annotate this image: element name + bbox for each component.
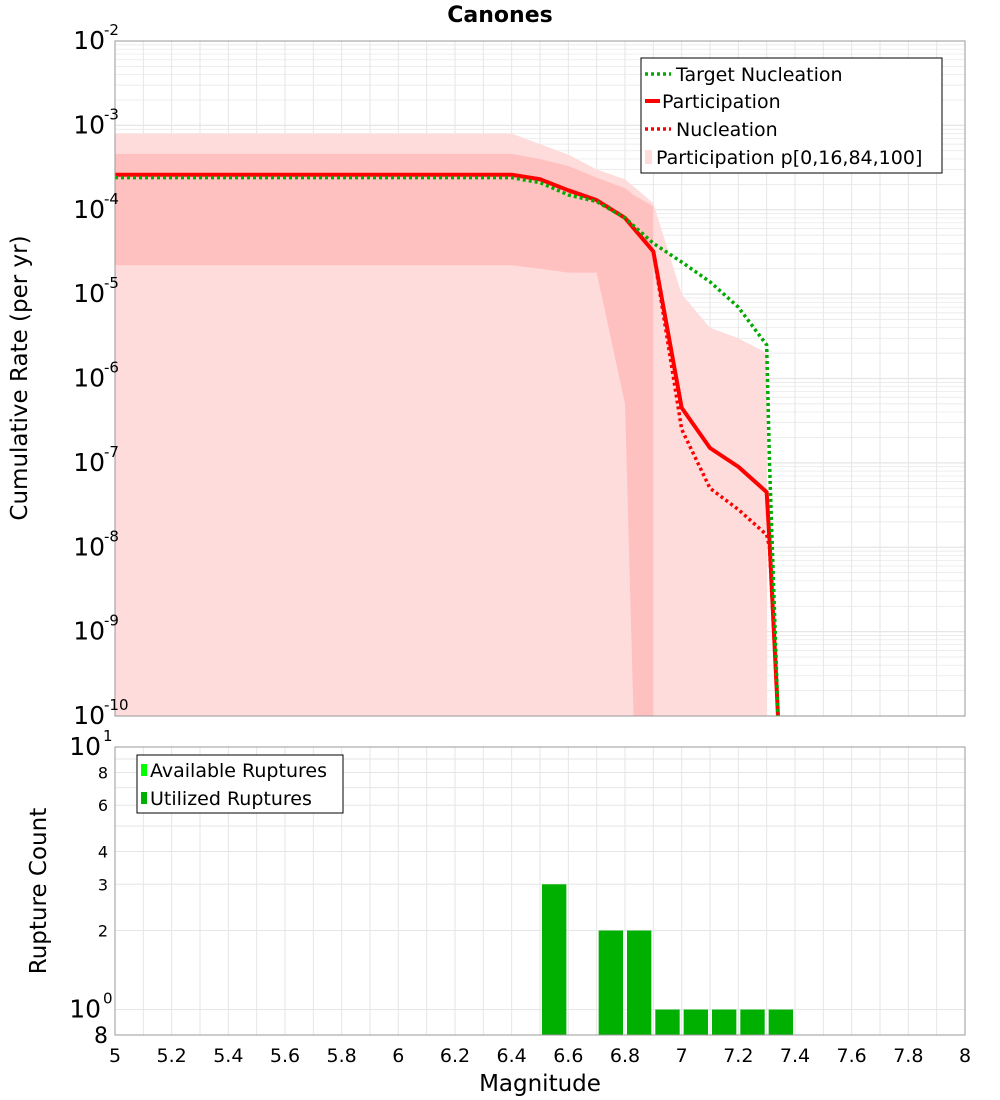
- y-tick-exp: -10: [104, 696, 129, 714]
- count-bar: [683, 1009, 709, 1035]
- y-tick-base: 10: [73, 110, 105, 139]
- rate-plot-frame: [114, 40, 966, 717]
- legend-label: Participation: [662, 91, 781, 113]
- rate-y-axis-label: Cumulative Rate (per yr): [7, 235, 33, 520]
- legend-swatch-available: [141, 764, 147, 776]
- count-y-tick-label: 2: [98, 922, 108, 941]
- count-plot-frame: [114, 746, 966, 1036]
- y-tick-label: 10 -8: [73, 527, 119, 561]
- x-tick-label: 5.4: [213, 1045, 243, 1067]
- rate-legend: Target Nucleation Participation Nucleation…: [640, 57, 943, 174]
- legend-item: Utilized Ruptures: [141, 788, 312, 810]
- x-tick-label: 6.4: [497, 1045, 527, 1067]
- count-y-tick-label: 3: [98, 875, 108, 894]
- y-tick-label: 10 -5: [73, 274, 119, 308]
- x-tick-label: 5.8: [327, 1045, 357, 1067]
- x-tick-label: 7.4: [780, 1045, 810, 1067]
- y-tick-base: 10: [73, 279, 105, 308]
- legend-label: Participation p[0,16,84,100]: [656, 147, 922, 169]
- x-tick-label: 5.2: [157, 1045, 187, 1067]
- x-tick-label: 5.6: [270, 1045, 300, 1067]
- legend-label: Nucleation: [676, 119, 778, 141]
- count-y-tick-label: 4: [98, 842, 108, 861]
- legend-item: Participation p[0,16,84,100]: [645, 147, 922, 169]
- y-tick-label: 10 -9: [73, 612, 119, 646]
- count-y-decade-base: 10: [69, 995, 101, 1024]
- count-bar: [626, 930, 652, 1035]
- y-tick-exp: -2: [104, 21, 119, 39]
- y-tick-exp: -4: [104, 190, 119, 208]
- y-tick-base: 10: [73, 532, 105, 561]
- x-tick-label: 5: [109, 1045, 121, 1067]
- x-axis-label: Magnitude: [479, 1071, 601, 1097]
- count-y-decade-label: 10 0: [69, 990, 112, 1024]
- x-tick-label: 7.8: [893, 1045, 923, 1067]
- count-bar: [768, 1009, 794, 1035]
- count-y-decade-label: 10 1: [69, 727, 112, 761]
- legend-swatch-band: [645, 150, 652, 164]
- count-y-decade-exp: 0: [103, 990, 113, 1008]
- series-line-nucleation: [115, 172, 780, 717]
- series-line-participation: [115, 172, 780, 717]
- y-tick-exp: -9: [104, 612, 119, 630]
- x-tick-label: 7.6: [837, 1045, 867, 1067]
- y-tick-label: 10 -4: [73, 190, 119, 224]
- x-tick-label: 6: [392, 1045, 404, 1067]
- y-tick-exp: -7: [104, 443, 119, 461]
- count-y-decade-exp: 1: [103, 727, 113, 745]
- count-y-tick-label: 8: [98, 763, 108, 782]
- y-tick-base: 10: [73, 448, 105, 477]
- y-tick-base: 10: [73, 701, 105, 730]
- percentile-band-1: [115, 153, 654, 716]
- count-legend-box: [136, 754, 344, 814]
- x-tick-label: 6.2: [440, 1045, 470, 1067]
- legend-item: Available Ruptures: [141, 760, 327, 782]
- count-y-tick-label: 6: [98, 796, 108, 815]
- legend-swatch-utilized: [141, 792, 147, 804]
- legend-item: Participation: [645, 91, 781, 113]
- count-bar: [655, 1009, 680, 1035]
- y-tick-label: 10 -7: [73, 443, 119, 477]
- count-bar: [740, 1009, 765, 1035]
- y-tick-exp: -3: [104, 105, 119, 123]
- y-tick-base: 10: [73, 26, 105, 55]
- rate-legend-box: [640, 57, 943, 174]
- count-legend: Available Ruptures Utilized Ruptures: [136, 754, 344, 814]
- y-tick-label: 10 -3: [73, 105, 119, 139]
- y-tick-exp: -6: [104, 359, 119, 377]
- y-tick-base: 10: [73, 364, 105, 393]
- y-tick-base: 10: [73, 617, 105, 646]
- count-y-axis-label: Rupture Count: [26, 808, 52, 974]
- y-tick-exp: -8: [104, 527, 119, 545]
- x-tick-label: 6.8: [610, 1045, 640, 1067]
- legend-item: Nucleation: [645, 119, 778, 141]
- y-tick-base: 10: [73, 195, 105, 224]
- y-tick-label: 10 -2: [73, 21, 119, 55]
- x-tick-label: 7.2: [723, 1045, 753, 1067]
- count-y-decade-base: 10: [69, 732, 101, 761]
- legend-label: Utilized Ruptures: [150, 788, 312, 810]
- count-bars: [541, 884, 794, 1035]
- x-tick-label: 6.6: [553, 1045, 583, 1067]
- legend-label: Target Nucleation: [675, 64, 843, 86]
- legend-label: Available Ruptures: [150, 760, 327, 782]
- chart-title: Canones: [447, 3, 552, 28]
- legend-item: Target Nucleation: [645, 64, 843, 86]
- count-y-tick-label: 8: [94, 1024, 108, 1049]
- x-tick-label: 7: [676, 1045, 688, 1067]
- count-bar: [598, 930, 624, 1035]
- y-tick-label: 10 -6: [73, 359, 119, 393]
- count-grid: [114, 747, 966, 1035]
- y-tick-exp: -5: [104, 274, 119, 292]
- count-bar: [711, 1009, 737, 1035]
- x-tick-label: 8: [959, 1045, 971, 1067]
- y-tick-label: 10 -10: [73, 696, 128, 730]
- series-line-target-nucleation: [115, 175, 780, 717]
- count-bar: [541, 884, 567, 1035]
